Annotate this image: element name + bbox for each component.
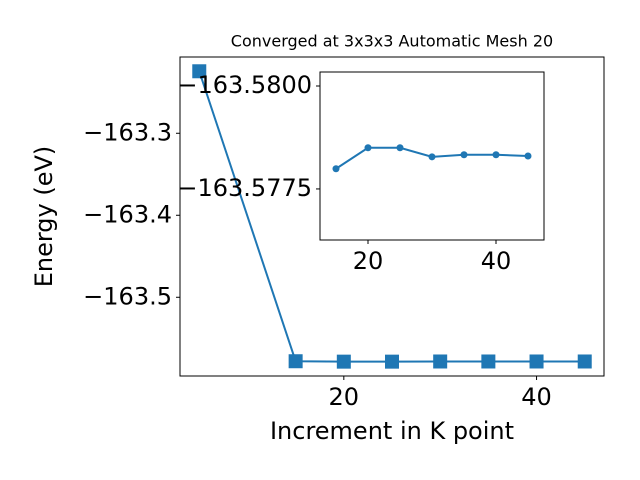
marker (460, 151, 468, 159)
marker (529, 354, 544, 369)
marker (332, 165, 340, 173)
marker (396, 144, 404, 152)
marker (192, 64, 207, 79)
marker (428, 153, 436, 161)
y-tick-label: −163.5 (83, 282, 172, 310)
marker (336, 354, 351, 369)
marker (364, 144, 372, 152)
marker (433, 354, 448, 369)
marker (385, 354, 399, 369)
x-tick-label: 40 (481, 247, 512, 275)
x-tick-label: 20 (329, 383, 360, 411)
line (198, 70, 585, 363)
y-tick-label: −163.4 (83, 200, 172, 228)
y-axis-label: Energy (eV) (30, 146, 58, 288)
x-tick-label: 40 (521, 383, 552, 411)
marker (481, 354, 496, 369)
marker (288, 354, 303, 369)
chart-title: Converged at 3x3x3 Automatic Mesh 20 (231, 32, 553, 51)
y-tick-label: −163.3 (83, 118, 172, 146)
x-axis-label: Increment in K point (270, 417, 514, 445)
marker (577, 354, 592, 369)
marker (492, 151, 500, 159)
y-tick-label: −163.5800 (177, 71, 312, 99)
marker (524, 152, 532, 160)
y-tick-label: −163.5775 (177, 174, 312, 202)
x-tick-label: 20 (353, 247, 384, 275)
